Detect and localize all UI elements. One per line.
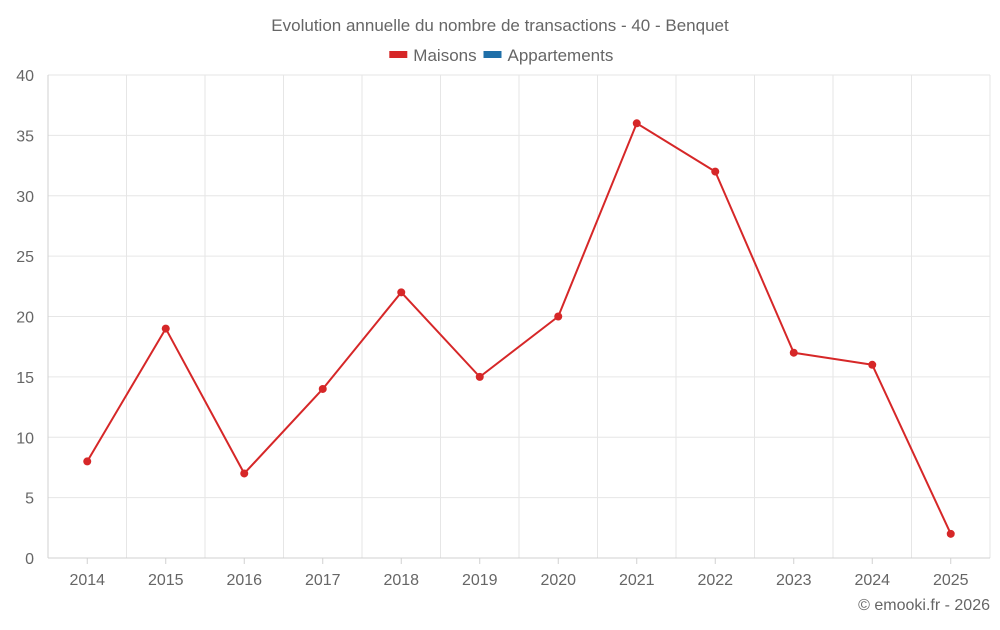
- data-point[interactable]: 2014: 8: [83, 457, 92, 466]
- data-point[interactable]: 2017: 14: [318, 384, 327, 393]
- x-tick-label: 2015: [148, 572, 184, 589]
- y-tick-label: 25: [16, 249, 34, 266]
- legend-swatch: [483, 51, 502, 58]
- legend: Maisons Appartements: [389, 46, 613, 65]
- y-tick-label: 20: [16, 310, 34, 327]
- data-point[interactable]: 2024: 16: [868, 360, 877, 369]
- x-axis-ticks: 2014 2015 2016 2017 2018 2019 2020 2021 2022 2023…: [69, 558, 969, 589]
- y-tick-label: 30: [16, 189, 34, 206]
- series-maisons: 2014: 8 2015: 19 2016: 7 2017: 14 2018: 22 20…: [83, 119, 955, 538]
- data-point[interactable]: 2023: 17: [789, 348, 798, 357]
- horizontal-grid: [48, 74, 990, 499]
- y-tick-label: 10: [16, 430, 34, 447]
- y-tick-label: 5: [25, 491, 34, 508]
- data-point[interactable]: 2019: 15: [475, 372, 484, 381]
- x-tick-label: 2022: [697, 572, 733, 589]
- y-axis-ticks: 0 5 10 15 20 25 30 35 40: [16, 68, 34, 568]
- y-tick-label: 15: [16, 370, 34, 387]
- x-tick-label: 2016: [226, 572, 262, 589]
- chart-title: Evolution annuelle du nombre de transact…: [271, 16, 729, 35]
- data-point[interactable]: 2018: 22: [397, 288, 406, 297]
- legend-label: Appartements: [508, 46, 614, 65]
- credit-text: © emooki.fr - 2026: [858, 597, 990, 614]
- x-tick-label: 2017: [305, 572, 341, 589]
- legend-item-appartements[interactable]: Appartements: [483, 46, 614, 65]
- legend-swatch: [389, 51, 408, 58]
- x-tick-label: 2020: [540, 572, 576, 589]
- axes: [47, 75, 990, 559]
- data-point[interactable]: 2015: 19: [161, 324, 170, 333]
- data-point[interactable]: 2025: 2: [946, 529, 955, 538]
- data-point[interactable]: 2021: 36: [632, 119, 641, 128]
- x-tick-label: 2018: [383, 572, 419, 589]
- series-line: [86, 122, 952, 535]
- x-tick-label: 2024: [854, 572, 890, 589]
- x-tick-label: 2021: [619, 572, 655, 589]
- y-tick-label: 35: [16, 128, 34, 145]
- x-tick-label: 2014: [69, 572, 105, 589]
- data-point[interactable]: 2022: 32: [711, 167, 720, 176]
- data-point[interactable]: 2016: 7: [240, 469, 249, 478]
- x-tick-label: 2019: [462, 572, 498, 589]
- series-layer: 2014: 8 2015: 19 2016: 7 2017: 14 2018: 22 20…: [83, 119, 955, 538]
- legend-item-maisons[interactable]: Maisons: [389, 46, 477, 65]
- legend-label: Maisons: [413, 46, 476, 65]
- y-tick-label: 0: [25, 551, 34, 568]
- x-tick-label: 2023: [776, 572, 812, 589]
- data-point[interactable]: 2020: 20: [554, 312, 563, 321]
- y-tick-label: 40: [16, 68, 34, 85]
- x-tick-label: 2025: [933, 572, 969, 589]
